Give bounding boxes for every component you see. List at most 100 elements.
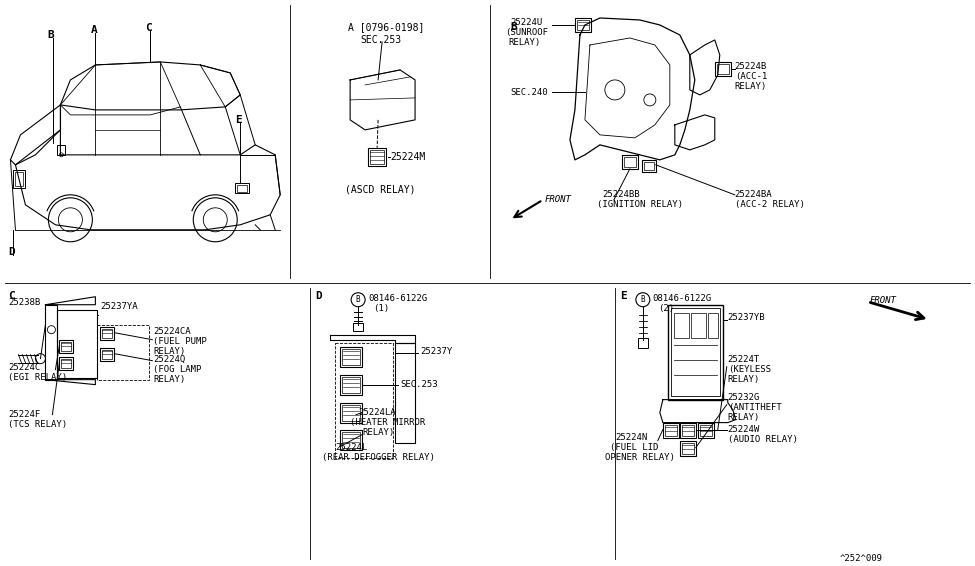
Text: B: B bbox=[510, 22, 517, 32]
Bar bbox=[717, 64, 728, 74]
Text: D: D bbox=[9, 247, 16, 257]
Text: A: A bbox=[91, 25, 98, 35]
Text: RELAY): RELAY) bbox=[727, 375, 760, 384]
Text: FRONT: FRONT bbox=[870, 295, 897, 305]
Text: 08146-6122G: 08146-6122G bbox=[369, 294, 427, 303]
Bar bbox=[638, 338, 647, 348]
Text: (ACC-2 RELAY): (ACC-2 RELAY) bbox=[735, 200, 804, 209]
Text: D: D bbox=[315, 291, 322, 301]
Bar bbox=[98, 325, 149, 380]
Text: 08146-6122G: 08146-6122G bbox=[653, 294, 712, 303]
Text: 25237Y: 25237Y bbox=[420, 347, 452, 355]
Bar bbox=[235, 183, 250, 193]
Bar bbox=[342, 405, 360, 421]
Text: 25238B: 25238B bbox=[9, 298, 41, 307]
Bar bbox=[340, 375, 362, 395]
Bar bbox=[59, 357, 73, 370]
Text: RELAY): RELAY) bbox=[508, 38, 540, 47]
Bar bbox=[674, 312, 688, 338]
Bar bbox=[680, 440, 696, 456]
Circle shape bbox=[351, 293, 365, 307]
Text: C: C bbox=[145, 23, 152, 33]
Bar bbox=[682, 424, 694, 436]
Text: (FUEL PUMP: (FUEL PUMP bbox=[153, 337, 207, 346]
Bar bbox=[715, 62, 731, 76]
Bar bbox=[100, 348, 114, 361]
Bar bbox=[61, 342, 71, 351]
Text: B: B bbox=[356, 295, 361, 304]
Text: (ASCD RELAY): (ASCD RELAY) bbox=[345, 185, 415, 195]
Text: 25237YB: 25237YB bbox=[727, 312, 765, 321]
Bar bbox=[665, 424, 677, 436]
Bar bbox=[102, 350, 112, 359]
Text: 25224M: 25224M bbox=[390, 152, 425, 162]
Text: 25224BA: 25224BA bbox=[735, 190, 772, 199]
Bar bbox=[577, 20, 589, 30]
Text: RELAY): RELAY) bbox=[153, 375, 185, 384]
Bar bbox=[622, 155, 638, 169]
Bar bbox=[58, 310, 98, 378]
Bar bbox=[14, 170, 25, 188]
Text: 25224N: 25224N bbox=[615, 432, 647, 441]
Text: (FOG LAMP: (FOG LAMP bbox=[153, 365, 202, 374]
Text: E: E bbox=[235, 115, 242, 125]
Text: FRONT: FRONT bbox=[545, 195, 571, 204]
Bar bbox=[58, 145, 65, 155]
Text: 25224C: 25224C bbox=[9, 363, 41, 372]
Text: 25232G: 25232G bbox=[727, 393, 760, 402]
Text: RELAY): RELAY) bbox=[727, 413, 760, 422]
Circle shape bbox=[636, 293, 650, 307]
Bar bbox=[100, 327, 114, 340]
Text: RELAY): RELAY) bbox=[153, 347, 185, 355]
Bar bbox=[102, 329, 112, 338]
Text: SEC.240: SEC.240 bbox=[510, 88, 548, 97]
Bar bbox=[624, 157, 636, 167]
Bar bbox=[395, 342, 415, 443]
Text: (TCS RELAY): (TCS RELAY) bbox=[9, 419, 67, 428]
Bar bbox=[340, 430, 362, 449]
Bar bbox=[575, 18, 591, 32]
Bar bbox=[335, 342, 393, 457]
Text: RELAY): RELAY) bbox=[735, 82, 767, 91]
Bar bbox=[698, 423, 714, 438]
Text: (ACC-1: (ACC-1 bbox=[735, 72, 767, 81]
Text: 25224CA: 25224CA bbox=[153, 327, 191, 336]
Text: (HEATER MIRROR: (HEATER MIRROR bbox=[350, 418, 425, 427]
Text: 25224T: 25224T bbox=[727, 355, 760, 364]
Bar bbox=[340, 347, 362, 367]
Text: (2): (2) bbox=[658, 304, 674, 313]
Bar bbox=[370, 150, 384, 164]
Text: SEC.253: SEC.253 bbox=[360, 35, 402, 45]
Text: 25224BB: 25224BB bbox=[602, 190, 640, 199]
Text: C: C bbox=[9, 291, 16, 301]
Bar bbox=[59, 340, 73, 353]
Bar bbox=[342, 349, 360, 365]
Bar bbox=[668, 305, 722, 400]
Text: A [0796-0198]: A [0796-0198] bbox=[348, 22, 424, 32]
Text: ^252^009: ^252^009 bbox=[839, 555, 882, 564]
Text: E: E bbox=[620, 291, 627, 301]
Text: 25224W: 25224W bbox=[727, 424, 760, 434]
Bar bbox=[353, 323, 363, 331]
Text: (AUDIO RELAY): (AUDIO RELAY) bbox=[727, 435, 798, 444]
Bar bbox=[369, 148, 386, 166]
Text: OPENER RELAY): OPENER RELAY) bbox=[604, 453, 675, 462]
Text: 25224LA: 25224LA bbox=[358, 408, 396, 417]
Bar bbox=[644, 162, 654, 170]
Bar bbox=[46, 305, 58, 380]
Text: 25224L: 25224L bbox=[335, 443, 368, 452]
Text: (SUNROOF: (SUNROOF bbox=[505, 28, 548, 37]
Text: (REAR DEFOGGER RELAY): (REAR DEFOGGER RELAY) bbox=[322, 453, 435, 462]
Text: 25224U: 25224U bbox=[510, 18, 542, 27]
Text: SEC.253: SEC.253 bbox=[400, 380, 438, 389]
Bar bbox=[340, 402, 362, 423]
Bar bbox=[682, 443, 694, 453]
Bar bbox=[700, 424, 712, 436]
Text: B: B bbox=[48, 30, 55, 40]
Bar bbox=[663, 423, 679, 438]
Bar bbox=[61, 359, 71, 368]
Text: 25237YA: 25237YA bbox=[100, 302, 138, 311]
Text: 25224Q: 25224Q bbox=[153, 355, 185, 364]
Text: (FUEL LID: (FUEL LID bbox=[610, 443, 658, 452]
Text: RELAY): RELAY) bbox=[362, 427, 394, 436]
